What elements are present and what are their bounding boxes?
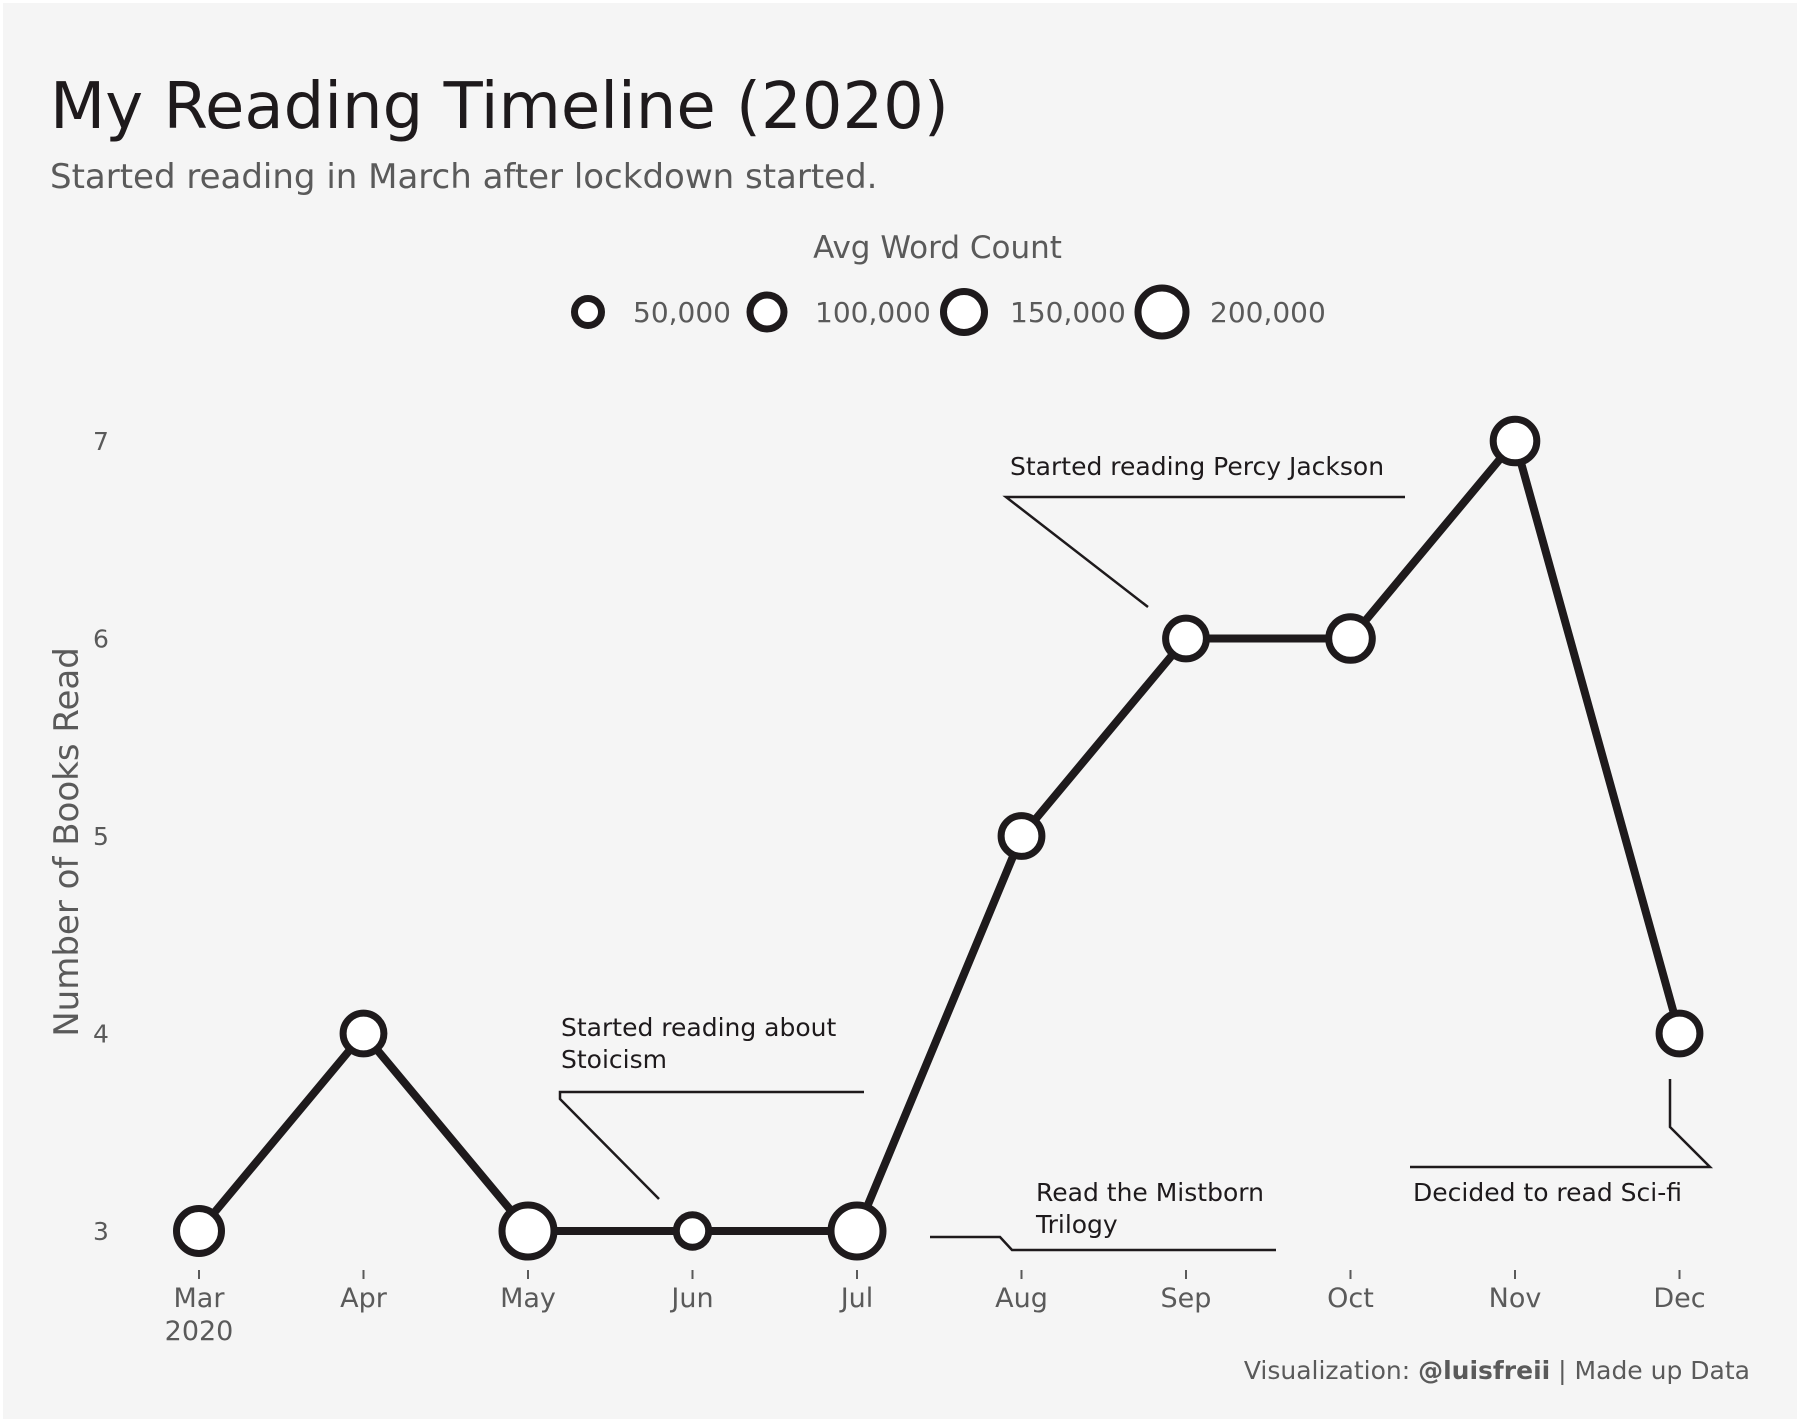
leader-stoicism xyxy=(558,1090,864,1200)
leader-scifi xyxy=(1410,1079,1714,1169)
y-tick-label-5: 5 xyxy=(93,822,109,851)
annotation-texts: Started reading Percy Jackson Started rea… xyxy=(561,452,1682,1239)
leader-mistborn xyxy=(930,1235,1276,1252)
y-ticks: 3 4 5 6 7 xyxy=(93,427,109,1246)
y-tick-label-7: 7 xyxy=(93,427,109,456)
legend-marker-50000 xyxy=(571,295,605,329)
legend-markers xyxy=(571,284,1190,340)
legend-label-100000: 100,000 xyxy=(815,296,931,329)
x-tick-label-dec: Dec xyxy=(1653,1283,1705,1314)
annotation-sep: Started reading Percy Jackson xyxy=(1010,452,1384,481)
caption-prefix: Visualization: xyxy=(1243,1356,1419,1385)
legend-title: Avg Word Count xyxy=(813,230,1062,266)
legend-label-50000: 50,000 xyxy=(633,296,731,329)
points xyxy=(173,415,1704,1261)
y-axis-label: Number of Books Read xyxy=(47,647,87,1037)
legend-marker-150000 xyxy=(940,288,988,336)
legend-label-150000: 150,000 xyxy=(1010,296,1126,329)
point-jun xyxy=(672,1211,713,1251)
x-tick-label-aug: Aug xyxy=(995,1283,1048,1314)
series-line xyxy=(195,437,1684,1235)
chart-panel xyxy=(3,3,1797,1419)
x-tick-label-nov: Nov xyxy=(1489,1283,1542,1314)
point-mar xyxy=(173,1205,225,1257)
x-ticks: Mar Apr May Jun Jul Aug Sep Oct Nov Dec 2020 xyxy=(165,1270,1706,1347)
y-tick-label-4: 4 xyxy=(93,1020,109,1049)
x-tick-label-jun: Jun xyxy=(669,1283,713,1314)
point-apr xyxy=(339,1009,388,1058)
leader-percy-jackson xyxy=(1002,495,1405,608)
caption-handle: @luisfreii xyxy=(1418,1356,1551,1385)
annotation-lines xyxy=(558,495,1714,1252)
caption: Visualization: @luisfreii | Made up Data xyxy=(1244,1356,1750,1385)
y-tick-label-6: 6 xyxy=(93,625,109,654)
annotation-jun: Started reading about Stoicism xyxy=(561,1013,837,1074)
annotation-dec: Decided to read Sci-fi xyxy=(1413,1178,1682,1207)
x-tick-year-label: 2020 xyxy=(165,1316,234,1347)
legend-marker-200000 xyxy=(1134,284,1190,340)
point-jul xyxy=(827,1201,887,1261)
chart-subtitle: Started reading in March after lockdown … xyxy=(50,157,878,197)
caption-suffix: | Made up Data xyxy=(1550,1356,1750,1385)
x-tick-label-may: May xyxy=(500,1283,556,1314)
point-nov xyxy=(1489,415,1541,467)
x-tick-label-mar: Mar xyxy=(174,1283,226,1314)
point-aug xyxy=(997,812,1046,860)
point-sep xyxy=(1162,614,1210,663)
point-oct xyxy=(1325,613,1376,664)
chart-title: My Reading Timeline (2020) xyxy=(50,70,949,144)
legend-label-200000: 200,000 xyxy=(1210,296,1326,329)
x-tick-label-apr: Apr xyxy=(340,1283,388,1314)
point-dec xyxy=(1655,1009,1704,1058)
y-tick-label-3: 3 xyxy=(93,1217,109,1246)
x-tick-label-sep: Sep xyxy=(1161,1283,1212,1314)
point-may xyxy=(498,1201,558,1261)
legend-marker-100000 xyxy=(746,291,788,333)
x-tick-label-oct: Oct xyxy=(1327,1283,1374,1314)
annotation-aug: Read the Mistborn Trilogy xyxy=(1035,1178,1264,1239)
x-tick-label-jul: Jul xyxy=(839,1283,874,1314)
